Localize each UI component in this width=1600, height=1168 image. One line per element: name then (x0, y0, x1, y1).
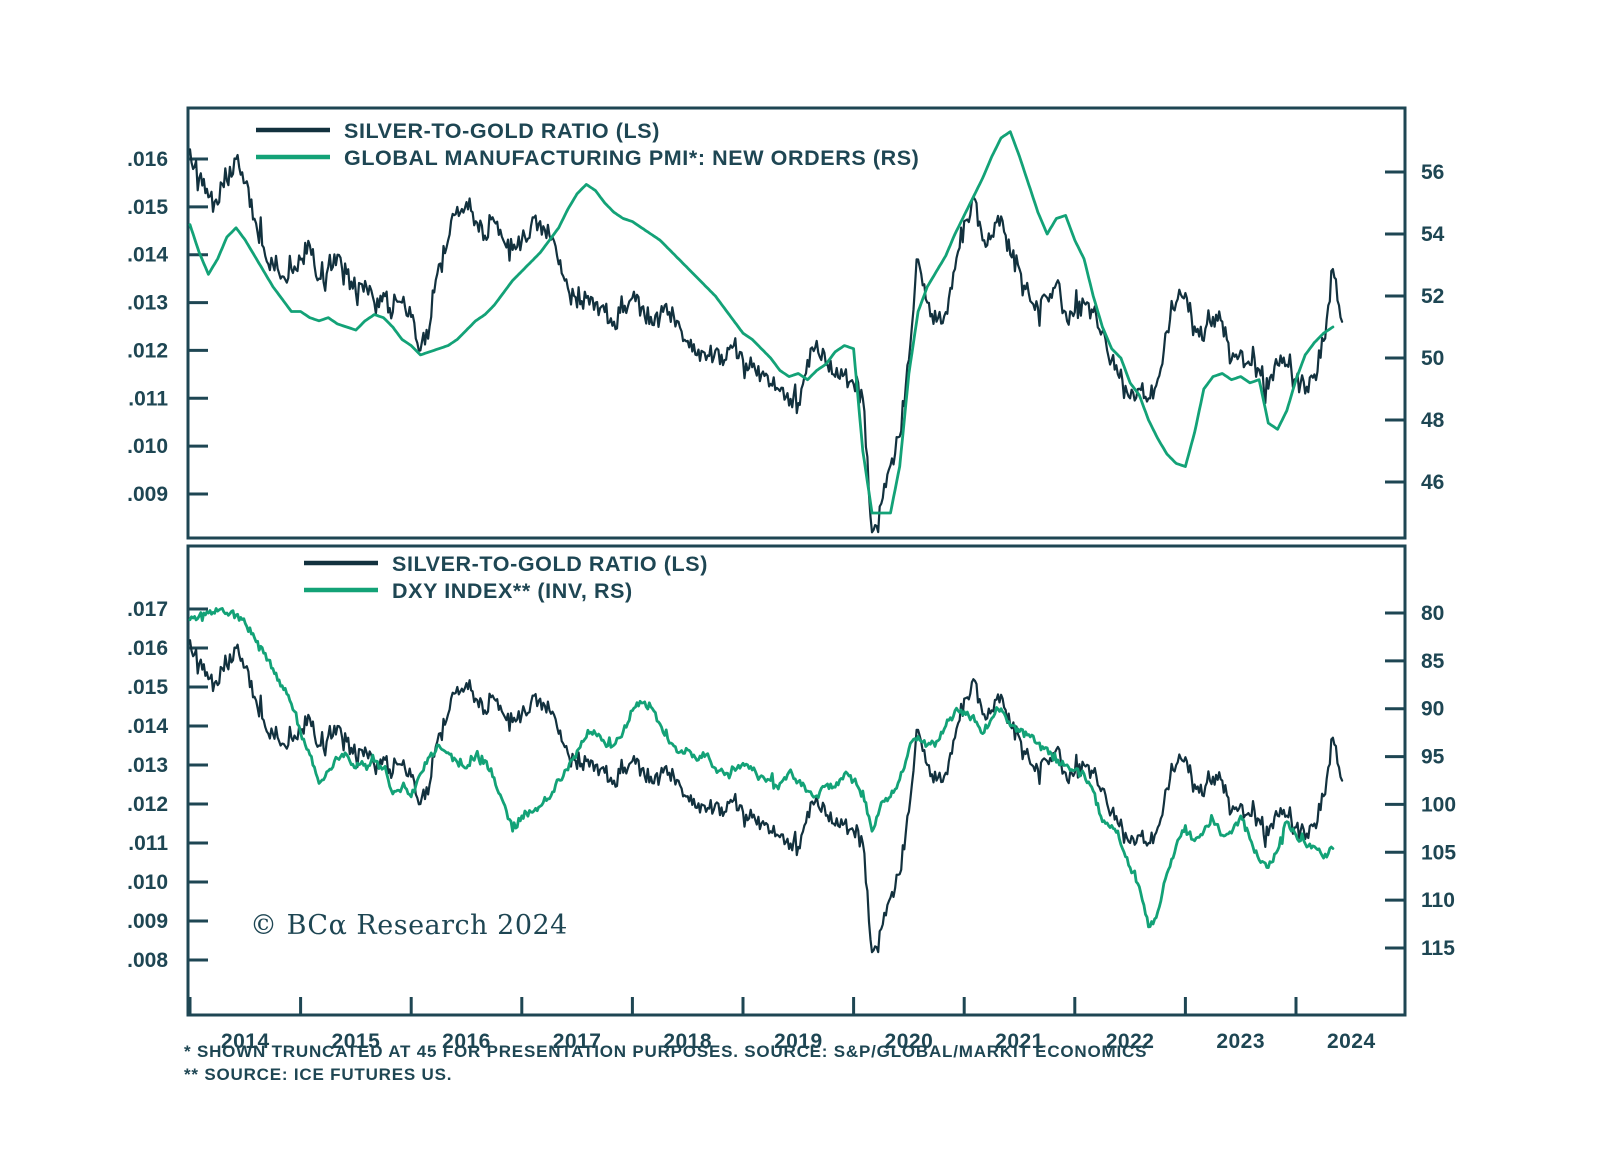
right-axis-tick-label: 80 (1421, 602, 1444, 625)
series-line-ratio (188, 639, 1344, 954)
legend-label-ratio: SILVER-TO-GOLD RATIO (LS) (344, 119, 660, 143)
left-axis-tick-label: .009 (127, 910, 168, 933)
legend-label-ratio: SILVER-TO-GOLD RATIO (LS) (392, 552, 708, 576)
right-axis-tick-label: 50 (1421, 347, 1444, 370)
footnote-source-2: ** SOURCE: ICE FUTURES US. (184, 1065, 453, 1084)
left-axis-tick-label: .010 (127, 871, 168, 894)
right-axis-tick-label: 100 (1421, 793, 1456, 816)
panel-bottom: .017 .016 .015 .014 .013 .012 .011 .010 .009 .008… (127, 544, 1456, 1017)
left-axis-tick-label: .013 (127, 754, 168, 777)
x-axis: 2014 2015 2016 2017 2018 2019 2020 2021 2022 2023… (188, 997, 1376, 1053)
left-axis-tick-label: .012 (127, 339, 168, 362)
left-axis-tick-label: .013 (127, 292, 168, 315)
x-axis-year-label: 2018 (663, 1030, 712, 1053)
right-axis-tick-label: 110 (1421, 889, 1455, 912)
x-axis-year-label: 2015 (332, 1030, 381, 1053)
right-axis-tick-label: 95 (1421, 746, 1445, 769)
x-axis-year-label: 2022 (1106, 1030, 1155, 1053)
left-axis-tick-label: .010 (127, 435, 168, 458)
x-axis-year-label: 2017 (553, 1030, 602, 1053)
series-line-ratio (188, 148, 1344, 534)
right-axis-tick-label: 54 (1421, 223, 1445, 246)
x-axis-year-label: 2020 (885, 1030, 934, 1053)
x-axis-year-label: 2021 (995, 1030, 1044, 1053)
right-axis-tick-label: 105 (1421, 841, 1456, 864)
right-axis-tick-label: 115 (1421, 937, 1455, 960)
panel-frame (186, 106, 1407, 540)
x-axis-year-label: 2016 (442, 1030, 491, 1053)
left-axis-tick-label: .011 (128, 832, 168, 855)
panel-top: .016 .015 .014 .013 .012 .011 .010 .009 56 54 52 50… (127, 106, 1445, 540)
copyright-notice: © BCα Research 2024 (250, 910, 568, 941)
left-axis-tick-label: .014 (127, 715, 168, 738)
legend-label-dxy: DXY INDEX** (INV, RS) (392, 579, 633, 603)
x-axis-year-label: 2014 (221, 1030, 270, 1053)
right-axis-tick-label: 90 (1421, 698, 1444, 721)
series-line-dxy (188, 607, 1335, 929)
legend-label-pmi: GLOBAL MANUFACTURING PMI*: NEW ORDERS (R… (344, 146, 919, 170)
left-axis-tick-label: .016 (127, 637, 168, 660)
x-axis-year-label: 2024 (1327, 1030, 1376, 1053)
x-axis-year-label: 2019 (774, 1030, 823, 1053)
left-axis-tick-label: .015 (127, 196, 168, 219)
right-axis-tick-label: 85 (1421, 650, 1445, 673)
right-axis-tick-label: 48 (1421, 409, 1445, 432)
panel-frame (186, 544, 1407, 1017)
left-axis-tick-label: .015 (127, 676, 168, 699)
series-line-pmi (188, 130, 1335, 515)
left-axis-tick-label: .009 (127, 483, 168, 506)
left-axis-tick-label: .008 (127, 949, 168, 972)
left-axis-tick-label: .014 (127, 244, 168, 267)
right-axis-tick-label: 52 (1421, 285, 1444, 308)
left-axis-tick-label: .012 (127, 793, 168, 816)
right-axis-tick-label: 46 (1421, 471, 1444, 494)
left-axis-tick-label: .017 (127, 598, 168, 621)
footnote-source-1: * SHOWN TRUNCATED AT 45 FOR PRESENTATION… (184, 1042, 1148, 1061)
left-axis-tick-label: .016 (127, 148, 168, 171)
right-axis-tick-label: 56 (1421, 161, 1444, 184)
x-axis-year-label: 2023 (1216, 1030, 1265, 1053)
left-axis-tick-label: .011 (128, 387, 168, 410)
